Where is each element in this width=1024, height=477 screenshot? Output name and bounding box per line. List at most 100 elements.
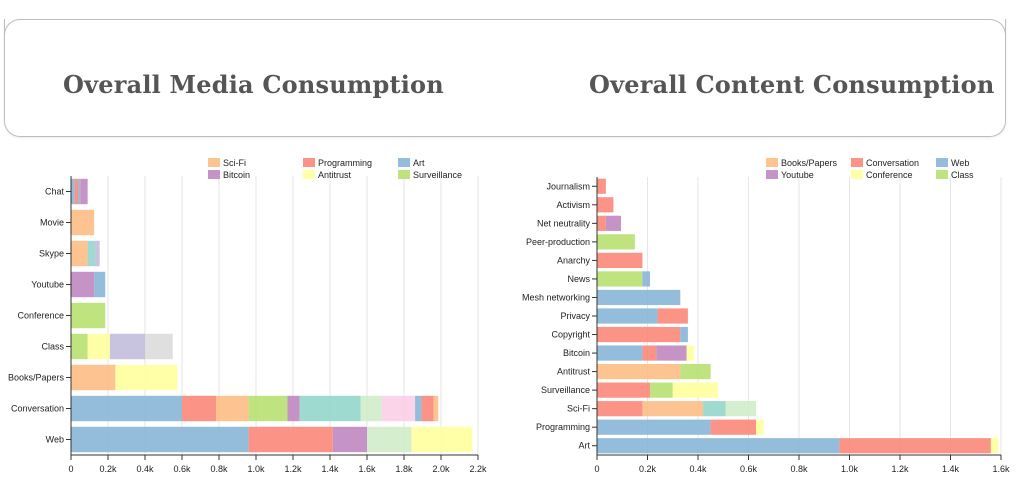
bar-segment-copyright [680,326,688,343]
legend-swatch-conference [851,170,863,179]
x-tick-label: 0.6k [740,464,758,474]
legend-swatch-programming [303,158,315,167]
bar-segment-bitcoin [686,345,695,361]
x-tick-label: 0.8k [790,464,808,474]
bar-segment-peer-production [597,234,635,250]
bar-segment-antitrust [680,364,711,380]
x-tick-label: 1.0k [841,464,859,474]
y-tick-label-web: Web [46,435,64,445]
bar-segment-surveillance [597,382,651,398]
bar-segment-movie [71,209,95,236]
bar-segment-conversation [421,395,434,422]
legend-swatch-surveillance [398,170,410,179]
bar-segment-conversation [433,395,439,422]
bar-segment-sci-fi [597,401,643,417]
bar-segment-web [332,426,367,453]
legend-swatch-antitrust [303,170,315,179]
bar-segment-privacy [657,308,688,324]
legend-label-bitcoin: Bitcoin [223,170,250,180]
y-tick-label-journalism: Journalism [546,181,590,191]
bar-segment-anarchy [597,252,643,268]
y-tick-label-antitrust: Antitrust [557,367,591,377]
legend-label-youtube: Youtube [781,170,814,180]
bar-segment-programming [710,419,757,435]
bar-segment-youtube [94,271,106,298]
bar-segment-copyright [597,326,681,343]
y-tick-label-books-papers: Books/Papers [8,373,65,383]
x-tick-label: 0.6k [173,464,191,474]
bar-segment-conversation [415,395,422,422]
y-tick-label-programming: Programming [536,422,590,432]
bar-segment-bitcoin [656,345,687,361]
x-tick-label: 0.4k [689,464,707,474]
bar-segment-skype [71,240,88,267]
x-tick-label: 0 [68,464,73,474]
y-tick-label-chat: Chat [45,187,65,197]
y-tick-label-conference: Conference [17,311,64,321]
legend-swatch-books-papers [766,158,778,167]
x-tick-label: 0.4k [136,464,154,474]
y-tick-label-movie: Movie [40,218,64,228]
bar-segment-antitrust [597,364,681,380]
x-tick-label: 0.2k [99,464,117,474]
bar-segment-conversation [299,395,361,422]
content-consumption-title: Overall Content Consumption [589,70,995,99]
bar-segment-privacy [597,308,658,324]
bar-segment-books-papers [71,364,116,391]
x-tick-label: 0.2k [639,464,657,474]
x-tick-label: 1.4k [321,464,339,474]
legend-swatch-bitcoin [208,170,220,179]
bar-segment-mesh-networking [597,289,681,306]
legend-swatch-youtube [766,170,778,179]
x-tick-label: 1.4k [942,464,960,474]
bar-segment-chat [74,178,79,205]
y-tick-label-peer-production: Peer-production [526,237,590,247]
bar-segment-art [990,438,999,454]
y-tick-label-news: News [567,274,590,284]
bar-segment-class [71,333,88,360]
bar-segment-web [367,426,412,453]
y-tick-label-youtube: Youtube [31,280,64,290]
x-tick-label: 2.0k [432,464,450,474]
bar-segment-class [109,333,145,360]
bar-segment-surveillance [672,382,719,398]
bar-segment-bitcoin [642,345,657,361]
bar-segment-conversation [381,395,416,422]
bar-segment-chat [78,178,81,205]
legend-swatch-web [936,158,948,167]
bar-segment-conversation [216,395,249,422]
y-tick-label-bitcoin: Bitcoin [563,348,590,358]
bar-segment-class [145,333,173,360]
bar-segment-books-papers [115,364,178,391]
y-tick-label-mesh-networking: Mesh networking [522,292,590,302]
bar-segment-programming [597,419,711,435]
legend-label-web: Web [951,158,969,168]
bar-segment-bitcoin [597,345,643,361]
x-tick-label: 2.2k [469,464,487,474]
y-tick-label-activism: Activism [557,200,591,210]
legend-label-surveillance: Surveillance [413,170,462,180]
bar-segment-web [248,426,333,453]
bar-segment-sci-fi [642,401,704,417]
bar-segment-journalism [597,178,606,194]
header-card [4,19,1006,137]
y-tick-label-surveillance: Surveillance [541,385,590,395]
media-consumption-title: Overall Media Consumption [63,70,444,99]
bar-segment-net-neutrality [597,215,606,231]
legend-swatch-class [936,170,948,179]
legend-label-sci-fi: Sci-Fi [223,158,246,168]
content-consumption-chart: 0 0.2k 0.4k 0.6k 0.8k 1.0k 1.2k 1.4k 1.6k Journal… [522,158,1010,474]
legend-label-conference: Conference [866,170,913,180]
legend-label-antitrust: Antitrust [318,170,352,180]
bar-segment-activism [597,197,614,213]
x-tick-label: 0.8k [210,464,228,474]
x-tick-label: 1.2k [284,464,302,474]
legend-label-conversation: Conversation [866,158,919,168]
y-tick-label-privacy: Privacy [560,311,590,321]
bar-segment-sci-fi [703,401,726,417]
bar-segment-conversation [360,395,382,422]
bar-segment-news [597,271,643,287]
y-tick-label-conversation: Conversation [11,404,64,414]
bar-segment-conversation [248,395,288,422]
bar-segment-chat [71,178,75,205]
